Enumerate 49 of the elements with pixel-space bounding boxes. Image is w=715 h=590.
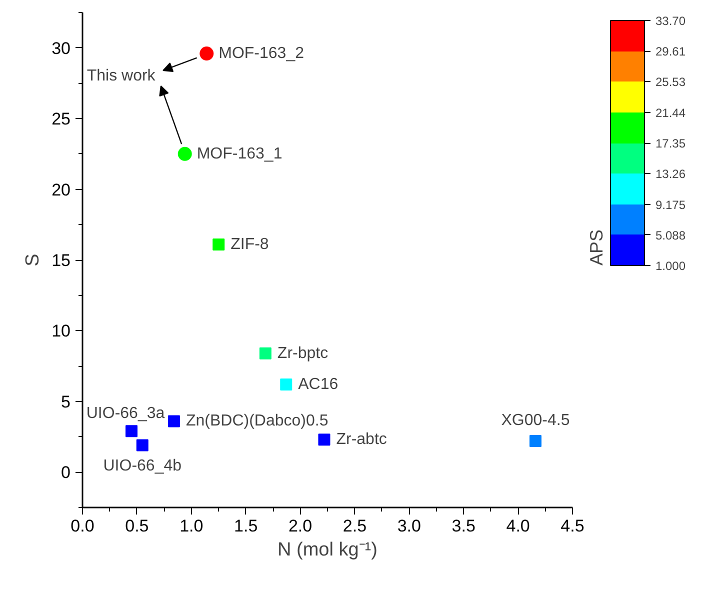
point [178,146,192,161]
x-tick-label: 3.0 [397,516,421,536]
color-bar-label: 9.175 [656,198,686,212]
point [280,378,292,390]
annotation: UIO-66_3a [86,405,165,422]
x-tick-label: 1.5 [234,516,258,536]
x-tick-label: 0.5 [125,516,149,536]
y-tick-label: 25 [52,110,71,129]
color-bar-label: 21.44 [656,106,686,120]
x-tick-label: 3.5 [452,516,476,536]
color-bar-label: 17.35 [656,136,686,150]
point [529,435,542,448]
y-tick-label: 10 [52,322,71,341]
color-bar-title: APS [586,229,606,266]
color-bar-label: 1.000 [656,259,686,273]
y-tick-label: 15 [52,251,71,270]
annotation: Zr-abtc [336,431,387,448]
x-axis-title: N (mol kg⁻¹) [278,540,378,560]
color-bar-label: 33.70 [656,14,686,28]
annotation: This work [86,68,156,85]
annotation: UIO-66_4b [103,457,182,474]
point [259,347,272,360]
annotation: AC16 [298,376,338,393]
color-bar-label: 25.53 [656,75,686,90]
x-tick-label: 4.0 [506,516,530,536]
y-tick-label: 5 [61,392,71,412]
x-tick-label: 1.0 [180,516,204,536]
color-bar-label: 29.61 [656,44,686,59]
annotation: Zr-bptc [277,344,328,362]
y-tick-label: 20 [52,180,71,200]
point [200,46,214,60]
point [168,415,180,428]
point [136,439,148,452]
annotation: Zn(BDC)(Dabco)0.5 [186,412,328,430]
annotation: MOF-163_2 [218,45,304,62]
annotation: ZIF-8 [230,236,269,253]
y-tick-label: 30 [52,38,71,58]
annotation: XG00-4.5 [501,412,570,430]
point [318,434,330,446]
color-bar-label: 13.26 [656,167,686,182]
y-axis-title: S [22,254,44,266]
annotation: MOF-163_1 [196,145,282,162]
color-bar-label: 5.088 [656,228,686,242]
x-tick-label: 0.0 [70,516,94,536]
point [126,425,138,438]
x-tick-label: 4.5 [560,516,584,536]
x-tick-label: 2.0 [288,516,312,536]
x-tick-label: 2.5 [342,516,367,536]
y-tick-label: 0 [61,463,71,482]
